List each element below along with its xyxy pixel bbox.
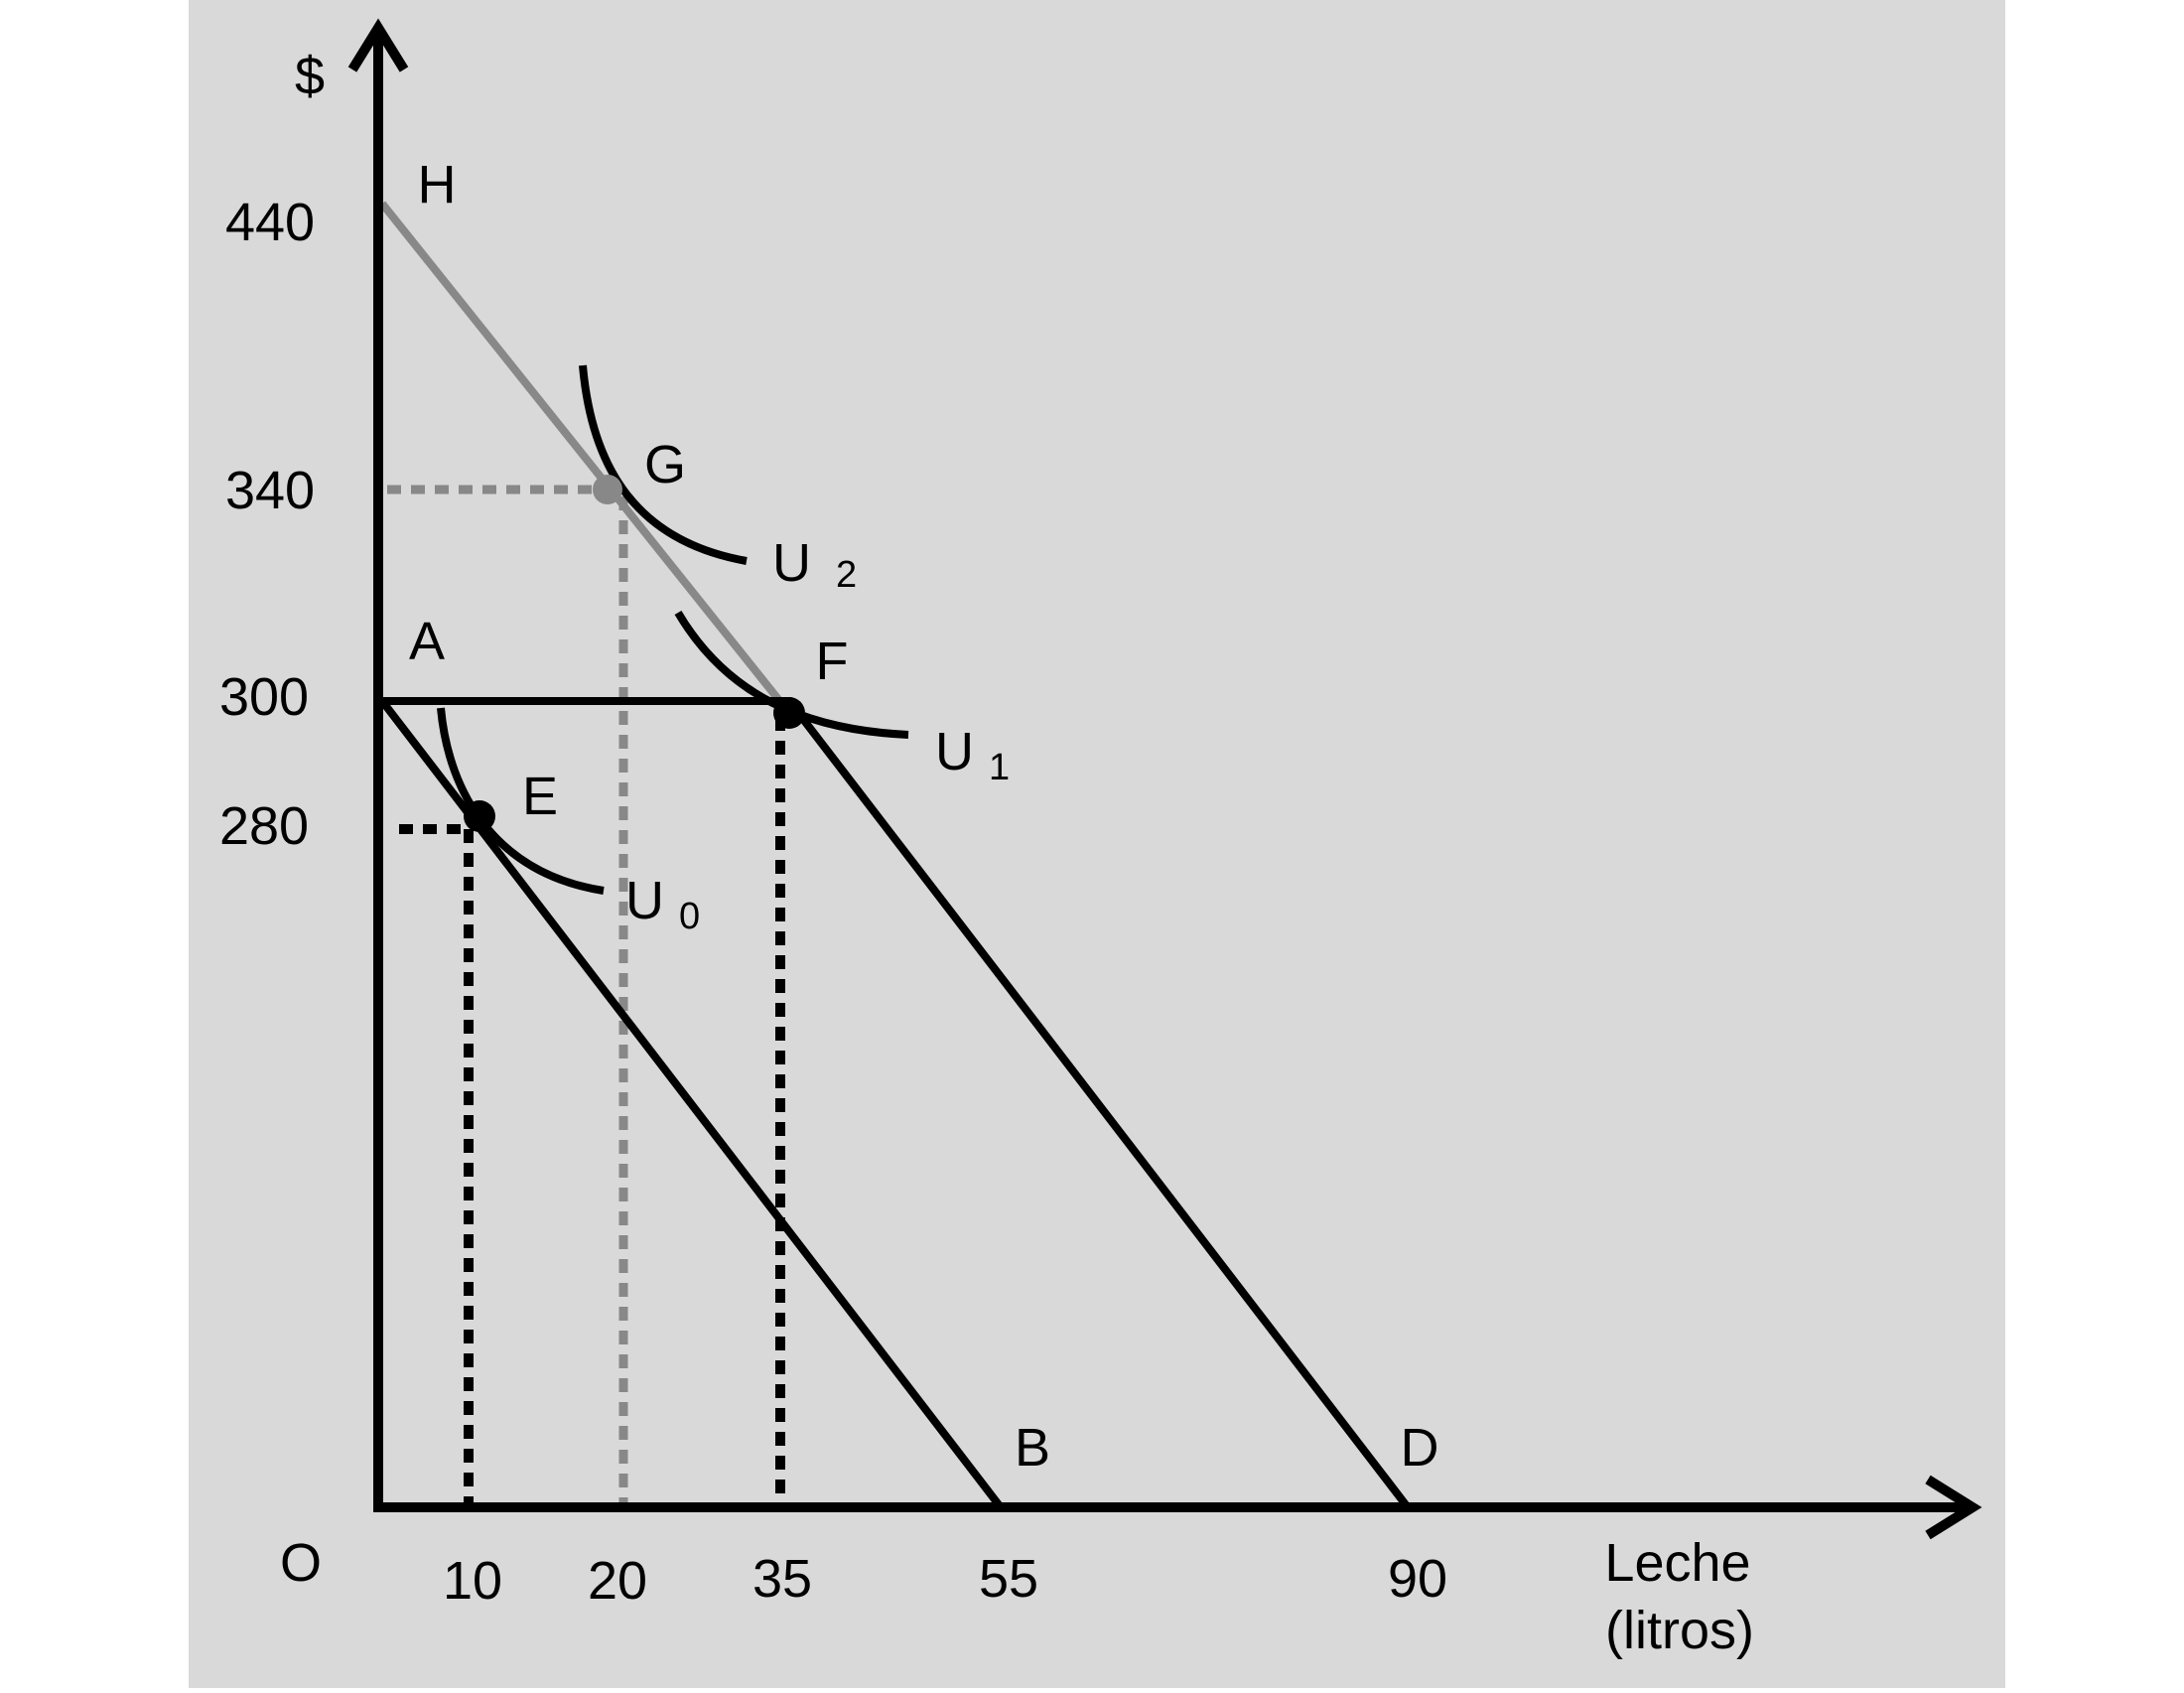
point-label-g: G xyxy=(644,435,686,494)
x-tick-label: 90 xyxy=(1388,1549,1447,1609)
curve-label-u0: U 0 xyxy=(625,871,700,937)
point-f-marker xyxy=(773,697,805,729)
x-axis-label-line1: Leche xyxy=(1604,1533,1750,1593)
curve-label-u2-sub: 2 xyxy=(836,554,857,596)
x-axis-label-line2: (litros) xyxy=(1605,1601,1754,1660)
indifference-curve-u2 xyxy=(579,364,748,565)
curve-label-u2-main: U xyxy=(772,533,811,593)
point-g-marker xyxy=(593,475,622,504)
y-tick-label: 340 xyxy=(225,461,315,520)
curve-label-u2: U 2 xyxy=(772,533,857,596)
y-axis-arrowhead xyxy=(347,18,409,72)
curve-label-u1-sub: 1 xyxy=(989,747,1010,788)
curve-label-u0-main: U xyxy=(625,871,664,930)
x-tick-label: 35 xyxy=(752,1549,812,1609)
x-tick-label: 55 xyxy=(979,1549,1038,1609)
point-label-a: A xyxy=(409,612,445,671)
point-e-marker xyxy=(464,800,495,832)
point-label-d: D xyxy=(1401,1418,1439,1478)
y-tick-label: 300 xyxy=(219,667,309,727)
point-label-b: B xyxy=(1015,1418,1050,1478)
indifference-curve-u1 xyxy=(674,610,909,739)
y-tick-label: 280 xyxy=(219,796,309,856)
curve-label-u1: U 1 xyxy=(935,722,1010,788)
point-label-h: H xyxy=(418,155,457,214)
budget-line-hf xyxy=(378,201,793,716)
curve-label-u0-sub: 0 xyxy=(679,896,700,937)
background-panel xyxy=(189,0,2005,1688)
curve-label-u1-main: U xyxy=(935,722,974,781)
point-label-f: F xyxy=(816,632,849,691)
y-tick-label: 440 xyxy=(225,193,315,252)
y-axis-label: $ xyxy=(295,47,325,106)
point-label-e: E xyxy=(522,767,558,826)
origin-label: O xyxy=(280,1533,322,1593)
x-tick-label: 10 xyxy=(443,1551,502,1611)
budget-line-ab xyxy=(378,698,1005,1510)
x-axis-arrowhead xyxy=(1925,1475,1982,1540)
x-tick-label: 20 xyxy=(588,1551,647,1611)
